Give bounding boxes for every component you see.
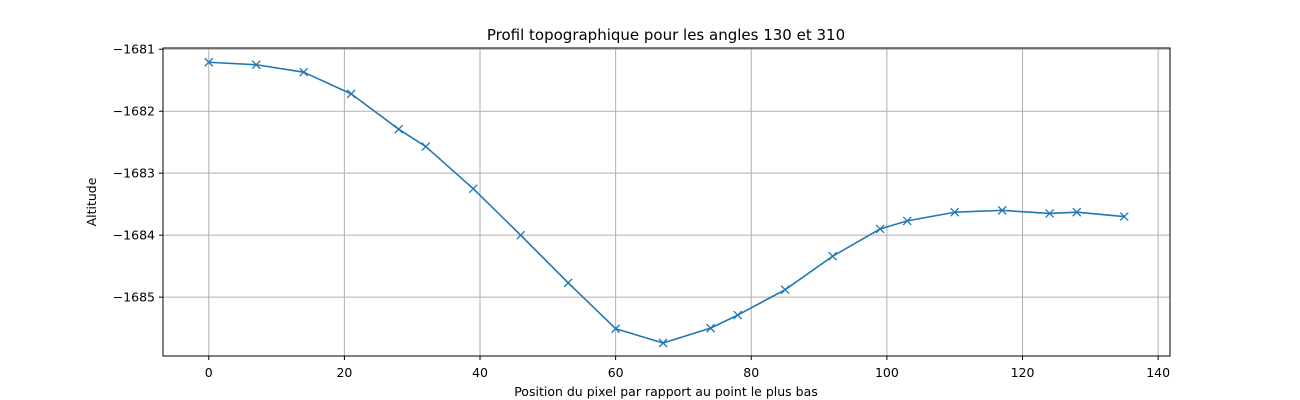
x-tick-label: 120 [1011, 365, 1035, 380]
grid-lines [163, 48, 1170, 356]
data-point [1045, 209, 1055, 218]
data-point [875, 224, 885, 234]
data-point [251, 60, 261, 70]
y-tick-label: −1682 [113, 104, 155, 119]
x-axis: 0 20 40 60 80 100 120 140 [205, 356, 1170, 380]
data-point [421, 142, 431, 151]
data-point [950, 207, 960, 217]
x-tick-label: 0 [205, 365, 213, 380]
x-tick-label: 100 [875, 365, 899, 380]
data-point [563, 278, 573, 288]
data-point [997, 205, 1007, 215]
x-tick-label: 60 [608, 365, 624, 380]
plot-frame [162, 47, 1171, 357]
data-point [468, 184, 478, 194]
y-tick-label: −1684 [113, 228, 155, 243]
data-point [394, 124, 404, 134]
data-point [733, 310, 743, 320]
data-point [706, 323, 716, 333]
y-axis: −1681 −1682 −1683 −1684 −1685 [113, 42, 163, 305]
x-axis-label: Position du pixel par rapport au point l… [514, 384, 818, 399]
chart-title: Profil topographique pour les angles 130… [487, 26, 845, 44]
y-tick-label: −1685 [113, 290, 155, 305]
data-point [780, 285, 790, 295]
data-point [346, 89, 356, 99]
data-point [828, 251, 838, 261]
data-point [1119, 212, 1129, 222]
x-tick-label: 80 [743, 365, 759, 380]
x-tick-label: 40 [472, 365, 488, 380]
x-tick-label: 140 [1146, 365, 1170, 380]
series-line [208, 61, 1125, 344]
data-point [1072, 207, 1082, 217]
x-tick-label: 20 [336, 365, 352, 380]
data-point [611, 324, 621, 334]
y-tick-label: −1681 [113, 42, 155, 57]
series-layer [204, 57, 1129, 348]
y-tick-label: −1683 [113, 166, 155, 181]
data-point [299, 67, 309, 77]
data-point [902, 216, 912, 226]
data-point [516, 230, 526, 240]
data-point [658, 338, 668, 348]
y-axis-label: Altitude [84, 177, 99, 226]
data-point [204, 57, 214, 67]
